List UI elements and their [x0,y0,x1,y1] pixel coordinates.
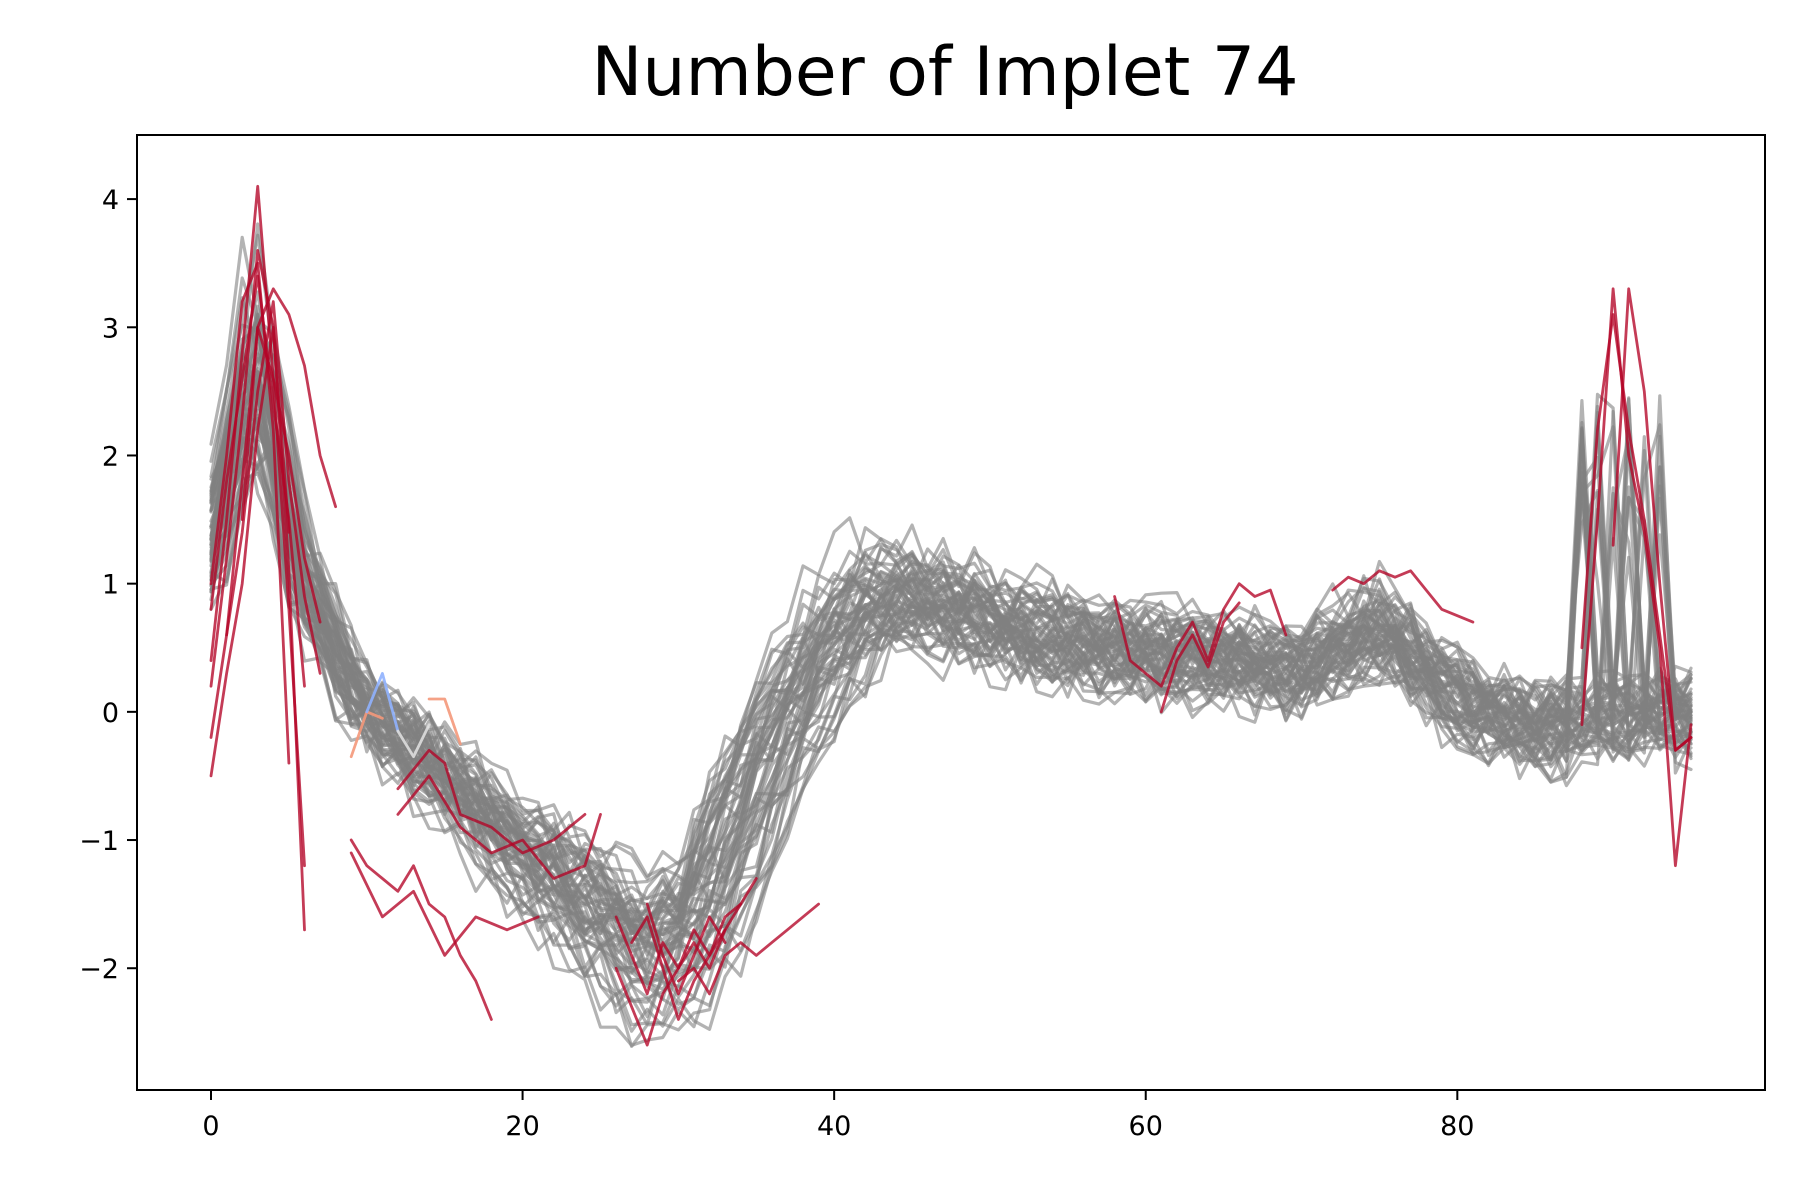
y-tick-label: 2 [102,441,119,472]
implet-series-line [1113,582,1288,688]
implet-series-line [1580,287,1693,868]
implet-series-line [396,748,587,855]
implet-series-line [1331,569,1475,624]
y-axis: −2 −1 0 1 2 3 4 [79,185,137,985]
implet-series-line [349,838,493,1021]
x-tick-label: 20 [505,1111,539,1142]
implet-series-line [1159,601,1241,714]
y-tick-label: 4 [102,185,119,216]
background-series-line [209,401,1693,951]
implet-series-line [349,851,540,957]
implet-series-line [209,325,291,778]
y-tick-label: 0 [102,698,119,729]
y-tick-label: −1 [79,826,119,857]
background-series-line [209,315,1693,937]
x-tick-label: 40 [817,1111,851,1142]
implet-series-line [677,902,820,996]
implet-series-line [209,184,306,868]
implet-series-line [240,325,322,624]
x-tick-label: 60 [1129,1111,1163,1142]
y-tick-label: 1 [102,570,119,601]
implet-highlight-line [396,723,431,759]
x-tick-label: 0 [202,1111,219,1142]
implet-series-line [209,248,306,932]
x-tick-label: 80 [1440,1111,1474,1142]
implet-highlight-line [427,697,462,746]
background-series-line [209,313,1693,981]
implet-series-line [1611,287,1693,752]
implet-series-line [630,877,758,1021]
chart-title: Number of Implet 74 [592,33,1299,112]
x-axis: 0 20 40 60 80 [202,1090,1474,1142]
implet-series-line [209,261,291,765]
background-series-line [209,335,1693,1011]
y-tick-label: 3 [102,313,119,344]
plot-frame [136,134,1766,1091]
background-series-line [209,318,1693,1033]
series-layer [209,184,1693,1049]
implet-series-line [225,300,322,675]
implet-series-line [614,928,727,1047]
y-tick-label: −2 [79,954,119,985]
implet-series-line [209,287,338,739]
implet-series-line [396,774,602,880]
implet-highlight-line [365,672,400,733]
